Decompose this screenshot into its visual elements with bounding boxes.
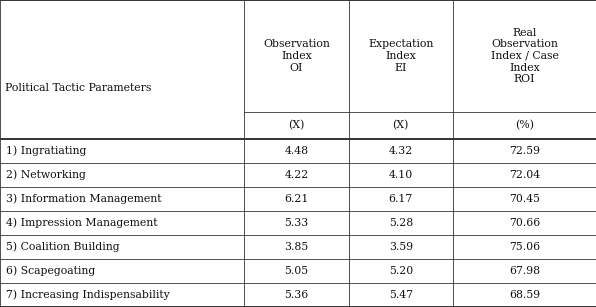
Text: 4.22: 4.22 [284,170,309,180]
Text: 1) Ingratiating: 1) Ingratiating [6,146,86,156]
Text: 6.21: 6.21 [284,194,309,204]
Text: 6) Scapegoating: 6) Scapegoating [6,266,95,276]
Text: (X): (X) [393,120,409,131]
Text: Observation
Index
OI: Observation Index OI [263,39,330,72]
Text: (X): (X) [288,120,305,131]
Text: 72.59: 72.59 [509,146,540,156]
Text: 3.59: 3.59 [389,242,413,252]
Text: 70.45: 70.45 [509,194,540,204]
Text: 70.66: 70.66 [509,218,540,228]
Text: 4.10: 4.10 [389,170,413,180]
Text: 68.59: 68.59 [509,290,540,300]
Text: 3.85: 3.85 [284,242,309,252]
Text: 4.32: 4.32 [389,146,413,156]
Text: Expectation
Index
EI: Expectation Index EI [368,39,433,72]
Text: 5.33: 5.33 [284,218,309,228]
Text: 5.05: 5.05 [284,266,309,276]
Text: 4.48: 4.48 [284,146,309,156]
Text: 5) Coalition Building: 5) Coalition Building [6,242,120,252]
Text: 5.28: 5.28 [389,218,413,228]
Text: 72.04: 72.04 [509,170,540,180]
Text: 5.47: 5.47 [389,290,413,300]
Text: 5.36: 5.36 [284,290,309,300]
Text: Real
Observation
Index / Case
Index
ROI: Real Observation Index / Case Index ROI [491,28,558,84]
Text: 3) Information Management: 3) Information Management [6,194,162,204]
Text: Political Tactic Parameters: Political Tactic Parameters [5,83,151,93]
Text: (%): (%) [515,120,534,131]
Text: 7) Increasing Indispensability: 7) Increasing Indispensability [6,290,170,300]
Text: 4) Impression Management: 4) Impression Management [6,218,157,228]
Text: 5.20: 5.20 [389,266,413,276]
Text: 75.06: 75.06 [509,242,540,252]
Text: 6.17: 6.17 [389,194,413,204]
Text: 2) Networking: 2) Networking [6,170,86,180]
Text: 67.98: 67.98 [509,266,540,276]
